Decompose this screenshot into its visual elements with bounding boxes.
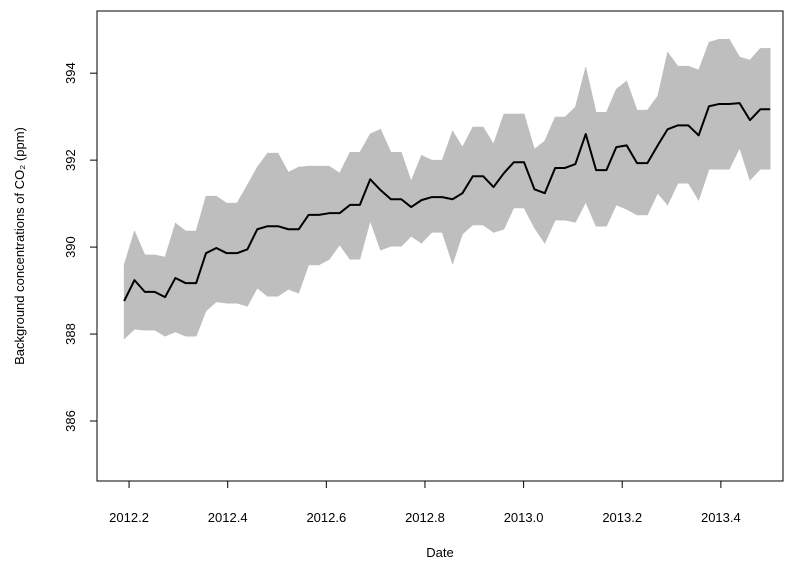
- x-tick-label: 2013.4: [701, 510, 741, 525]
- band-segment: [482, 126, 494, 233]
- x-axis-label: Date: [426, 545, 453, 560]
- x-tick-label: 2012.2: [109, 510, 149, 525]
- line: [123, 102, 771, 302]
- x-tick-label: 2013.2: [602, 510, 642, 525]
- y-tick-label: 392: [63, 149, 78, 171]
- plot-frame: [96, 10, 784, 482]
- band-segment: [585, 67, 597, 227]
- band-segment: [657, 52, 668, 206]
- x-tick-label: 2012.6: [306, 510, 346, 525]
- y-tick-label: 394: [63, 62, 78, 84]
- band-segment: [298, 165, 309, 294]
- y-tick-label: 386: [63, 410, 78, 432]
- x-tick-label: 2012.4: [208, 510, 248, 525]
- y-axis-label: Background concentrations of CO₂ (ppm): [12, 127, 27, 365]
- band-segment: [205, 195, 217, 312]
- y-tick-label: 388: [63, 323, 78, 345]
- band-segment: [256, 152, 268, 297]
- band-segment: [493, 113, 505, 233]
- band-segment: [410, 155, 422, 244]
- x-tick-label: 2012.8: [405, 510, 445, 525]
- band-segment: [575, 67, 587, 223]
- y-tick-label: 390: [63, 236, 78, 258]
- band-segment: [513, 113, 525, 209]
- band-segment: [380, 129, 392, 251]
- band-segment: [523, 113, 535, 229]
- band-segment: [359, 132, 371, 260]
- band-segment: [236, 183, 248, 307]
- band-segment: [267, 152, 279, 297]
- band-segment: [247, 165, 258, 307]
- x-tick-label: 2013.0: [504, 510, 544, 525]
- band-segment: [277, 153, 289, 297]
